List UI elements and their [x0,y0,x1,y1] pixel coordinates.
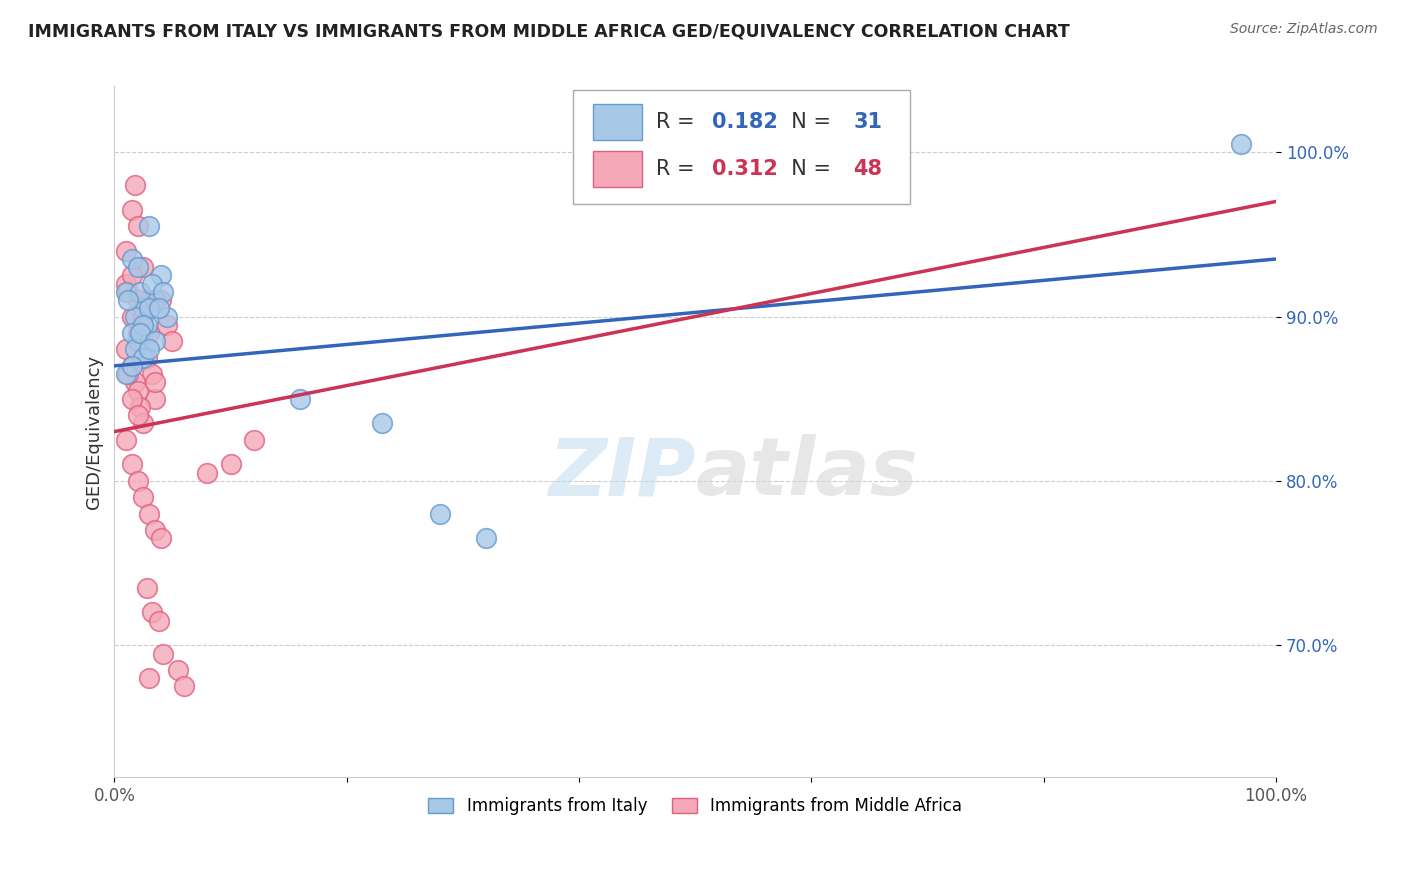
FancyBboxPatch shape [593,152,641,187]
Point [475,532,498,546]
Point [136,318,159,332]
Text: R =: R = [655,159,702,179]
Point [124,343,146,357]
Point [127,408,149,422]
Point [115,433,138,447]
Point [429,507,451,521]
Point [219,458,242,472]
Point [121,359,143,373]
Point [149,293,172,307]
Point [132,260,155,275]
Point [143,293,166,307]
Point [143,392,166,406]
Point [127,293,149,307]
Point [138,671,160,685]
Text: 48: 48 [853,159,882,179]
Point [121,359,143,373]
Point [149,532,172,546]
Text: 31: 31 [853,112,882,132]
Point [132,334,155,348]
Point [121,252,143,266]
Point [127,219,149,233]
Point [127,384,149,398]
Point [121,310,143,324]
Point [152,285,174,299]
Point [156,318,179,332]
Point [143,523,166,537]
Point [115,285,138,299]
Point [243,433,266,447]
Point [138,326,160,340]
Point [143,334,166,348]
Point [132,310,155,324]
Point [132,318,155,332]
Point [127,474,149,488]
Point [121,202,143,217]
Point [129,285,152,299]
Point [136,581,159,595]
FancyBboxPatch shape [593,104,641,140]
Point [138,219,160,233]
Point [141,606,163,620]
Point [124,376,146,390]
Point [195,466,218,480]
Point [121,268,143,283]
Text: atlas: atlas [695,434,918,512]
Point [132,351,155,365]
Text: IMMIGRANTS FROM ITALY VS IMMIGRANTS FROM MIDDLE AFRICA GED/EQUIVALENCY CORRELATI: IMMIGRANTS FROM ITALY VS IMMIGRANTS FROM… [28,22,1070,40]
Point [148,301,170,316]
Point [138,507,160,521]
Legend: Immigrants from Italy, Immigrants from Middle Africa: Immigrants from Italy, Immigrants from M… [420,789,970,824]
Point [124,310,146,324]
Point [117,293,139,307]
Y-axis label: GED/Equivalency: GED/Equivalency [86,354,103,508]
Point [121,392,143,406]
Point [127,260,149,275]
Point [127,326,149,340]
Point [121,458,143,472]
Point [132,491,155,505]
Point [115,277,138,291]
Text: ZIP: ZIP [548,434,695,512]
Point [138,301,160,316]
Point [167,663,190,677]
Point [162,334,184,348]
Point [149,268,172,283]
Point [138,343,160,357]
Text: 0.312: 0.312 [711,159,778,179]
Point [132,417,155,431]
Point [138,293,160,307]
Point [173,680,195,694]
Text: N =: N = [778,159,838,179]
Text: Source: ZipAtlas.com: Source: ZipAtlas.com [1230,22,1378,37]
Point [124,178,146,192]
Point [152,647,174,661]
Point [117,367,139,381]
Text: R =: R = [655,112,702,132]
Point [115,343,138,357]
Point [129,400,152,414]
Point [143,376,166,390]
Text: N =: N = [778,112,838,132]
Point [148,614,170,628]
Point [1230,136,1253,151]
Point [290,392,312,406]
Point [132,301,155,316]
Point [136,351,159,365]
Point [117,285,139,299]
FancyBboxPatch shape [574,90,910,203]
Point [121,326,143,340]
Point [370,417,392,431]
Point [141,277,163,291]
Point [127,334,149,348]
Point [141,367,163,381]
Text: 0.182: 0.182 [711,112,778,132]
Point [129,326,152,340]
Point [115,367,138,381]
Point [156,310,179,324]
Point [115,244,138,258]
